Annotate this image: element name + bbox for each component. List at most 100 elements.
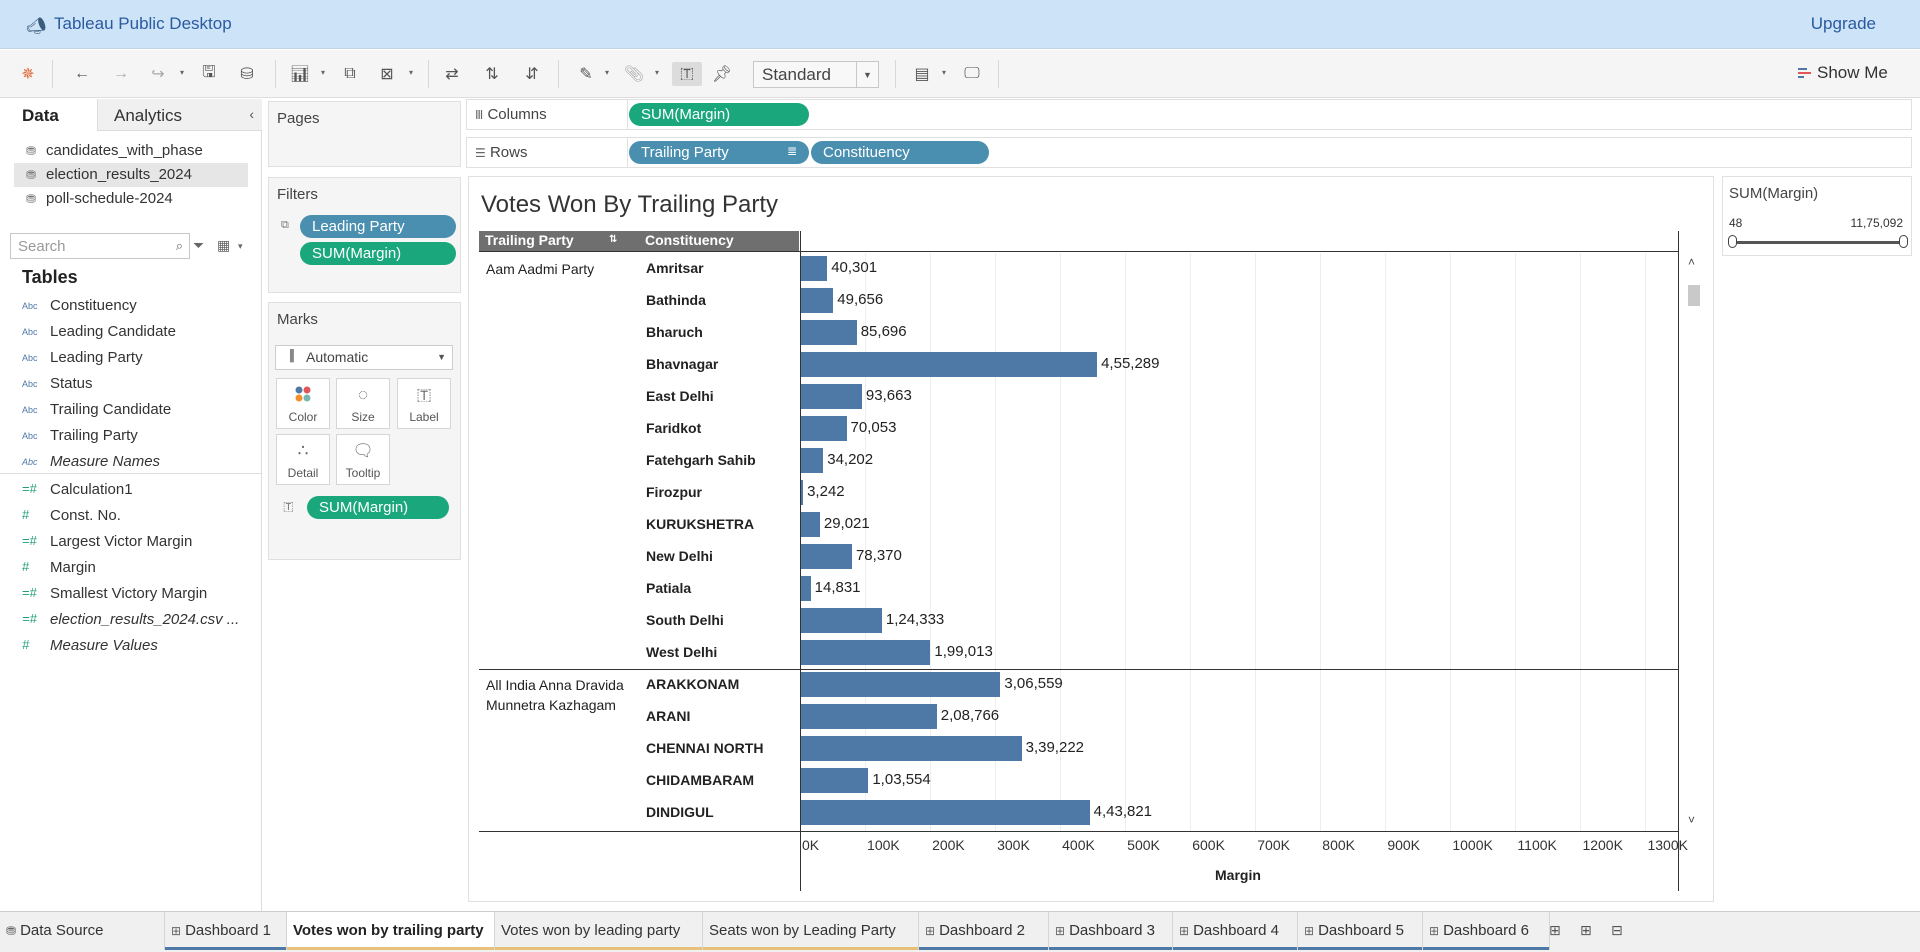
bar-mark[interactable] [801,352,1098,377]
field-calculation1[interactable]: =# Calculation1 [0,477,262,503]
bar-mark[interactable] [801,640,931,665]
bar-mark[interactable] [801,320,857,345]
swap-rows-columns-icon[interactable]: ⇄ [445,66,459,83]
range-slider-min-handle[interactable] [1728,235,1737,248]
label-button[interactable]: 🇹︎ Label [397,378,451,429]
field-const-no[interactable]: # Const. No. [0,503,262,529]
sheet-tab[interactable]: Seats won by Leading Party [703,912,919,950]
constituency-label[interactable]: Bharuch [646,324,703,340]
fit-select[interactable]: Standard ▼ [753,61,879,88]
constituency-label[interactable]: Amritsar [646,260,704,276]
field-status[interactable]: Abc Status [0,371,262,397]
trailing-party-label[interactable]: All India Anna Dravida Munnetra Kazhagam [486,677,624,713]
row-pill-trailing-party[interactable]: Trailing Party ≣ [629,141,809,164]
bar-mark[interactable] [801,768,869,793]
range-slider-max-handle[interactable] [1899,235,1908,248]
constituency-label[interactable]: DINDIGUL [646,804,714,820]
constituency-label[interactable]: Bathinda [646,292,706,308]
vertical-scrollbar[interactable]: ˄ ˅ [1685,253,1703,831]
bar-mark[interactable] [801,672,1001,697]
filter-pill-leading-party[interactable]: Leading Party [300,215,456,238]
tab-analytics[interactable]: Analytics ‹ [97,99,262,131]
show-cards-dropdown-icon[interactable]: ▾ [942,68,947,77]
undo-icon[interactable]: ← [74,65,90,82]
tab-data[interactable]: Data [0,99,97,131]
column-pill-sum-margin[interactable]: SUM(Margin) [629,103,809,126]
clear-sheet-dropdown-icon[interactable]: ▾ [409,68,414,77]
mark-pill-sum-margin[interactable]: SUM(Margin) [307,496,449,519]
scroll-down-icon[interactable]: ˅ [1688,813,1696,827]
sheet-tab[interactable]: ⊞ Dashboard 4 [1173,912,1298,950]
bar-mark[interactable] [801,608,882,633]
constituency-label[interactable]: Bhavnagar [646,356,719,372]
sort-descending-icon[interactable]: ⇵ [525,66,539,83]
pages-card[interactable]: Pages [268,101,461,167]
constituency-label[interactable]: CHENNAI NORTH [646,740,764,756]
constituency-label[interactable]: South Delhi [646,612,724,628]
field-largest-victor-margin[interactable]: =# Largest Victor Margin [0,529,262,555]
size-button[interactable]: ◌ Size [336,378,390,429]
field-constituency[interactable]: Abc Constituency [0,293,262,319]
replay-icon[interactable]: ↪ [151,66,165,83]
new-story-tab-icon[interactable]: ⊟ [1611,922,1623,938]
bar-mark[interactable] [801,512,820,537]
bar-mark[interactable] [801,288,834,313]
bar-mark[interactable] [801,544,852,569]
detail-button[interactable]: ∴ Detail [276,434,330,485]
sheet-tab[interactable]: ⊞ Dashboard 1 [165,912,287,950]
constituency-label[interactable]: Faridkot [646,420,702,436]
search-input[interactable]: Search ⌕ [10,233,190,259]
bar-mark[interactable] [801,576,811,601]
clear-sheet-icon[interactable]: ⊠ [380,66,394,83]
color-button[interactable]: Color [276,378,330,429]
new-datasource-icon[interactable]: ⛁ [240,66,254,83]
duplicate-sheet-icon[interactable]: ⧉ [344,65,356,82]
group-members-icon[interactable]: 📎︎ [623,66,645,83]
sort-icon[interactable]: ⇅ [609,234,618,245]
filter-icon[interactable]: ⏷ [193,237,205,253]
new-worksheet-dropdown-icon[interactable]: ▾ [321,68,326,77]
sheet-tab[interactable]: Votes won by trailing party [287,912,495,950]
redo-icon[interactable]: → [113,65,129,82]
bar-mark[interactable] [801,448,824,473]
upgrade-link[interactable]: Upgrade [1810,14,1876,33]
datasource-item[interactable]: ⛃ election_results_2024 [14,163,248,187]
field-smallest-victory-margin[interactable]: =# Smallest Victory Margin [0,581,262,607]
constituency-label[interactable]: ARANI [646,708,691,724]
field-leading-party[interactable]: Abc Leading Party [0,345,262,371]
new-dashboard-tab-icon[interactable]: ⊞ [1580,922,1592,938]
field-measure-values[interactable]: # Measure Values [0,633,262,659]
replay-dropdown-icon[interactable]: ▾ [180,68,185,77]
trailing-party-label[interactable]: Aam Aadmi Party [486,261,595,277]
presentation-mode-icon[interactable]: 🖵︎ [964,65,980,82]
sheet-tab[interactable]: ⛃ Data Source [0,912,165,950]
field-record-count[interactable]: =# election_results_2024.csv ... [0,607,262,633]
range-slider-track[interactable] [1732,241,1905,244]
field-trailing-party[interactable]: Abc Trailing Party [0,423,262,449]
rows-shelf[interactable]: ☰ Rows Trailing Party ≣ Constituency [466,137,1912,168]
bar-mark[interactable] [801,736,1022,761]
columns-shelf[interactable]: Ⅲ Columns SUM(Margin) [466,99,1912,130]
field-leading-candidate[interactable]: Abc Leading Candidate [0,319,262,345]
tooltip-button[interactable]: 🗨︎ Tooltip [336,434,390,485]
new-worksheet-tab-icon[interactable]: ⊞ [1549,922,1561,938]
group-dropdown-icon[interactable]: ▾ [655,68,660,77]
datasource-item[interactable]: ⛃ poll-schedule-2024 [14,187,248,211]
constituency-label[interactable]: New Delhi [646,548,713,564]
sheet-tab[interactable]: ⊞ Dashboard 3 [1049,912,1173,950]
scroll-up-icon[interactable]: ˄ [1688,255,1696,269]
collapse-pane-icon[interactable]: ‹ [249,106,254,122]
constituency-label[interactable]: ARAKKONAM [646,676,740,692]
constituency-label[interactable]: CHIDAMBARAM [646,772,755,788]
field-measure-names[interactable]: Abc Measure Names [0,449,262,475]
highlight-dropdown-icon[interactable]: ▾ [605,68,610,77]
tableau-logo-icon[interactable]: ✵ [21,66,35,83]
sheet-tab[interactable]: ⊞ Dashboard 2 [919,912,1049,950]
constituency-label[interactable]: Patiala [646,580,692,596]
highlight-icon[interactable]: ✎ [579,66,593,83]
save-icon[interactable]: 🖫︎ [202,63,216,81]
show-me-button[interactable]: Show Me [1798,63,1888,83]
constituency-label[interactable]: Fatehgarh Sahib [646,452,756,468]
view-options-icon[interactable]: ▦ [217,237,231,253]
row-pill-constituency[interactable]: Constituency [811,141,989,164]
